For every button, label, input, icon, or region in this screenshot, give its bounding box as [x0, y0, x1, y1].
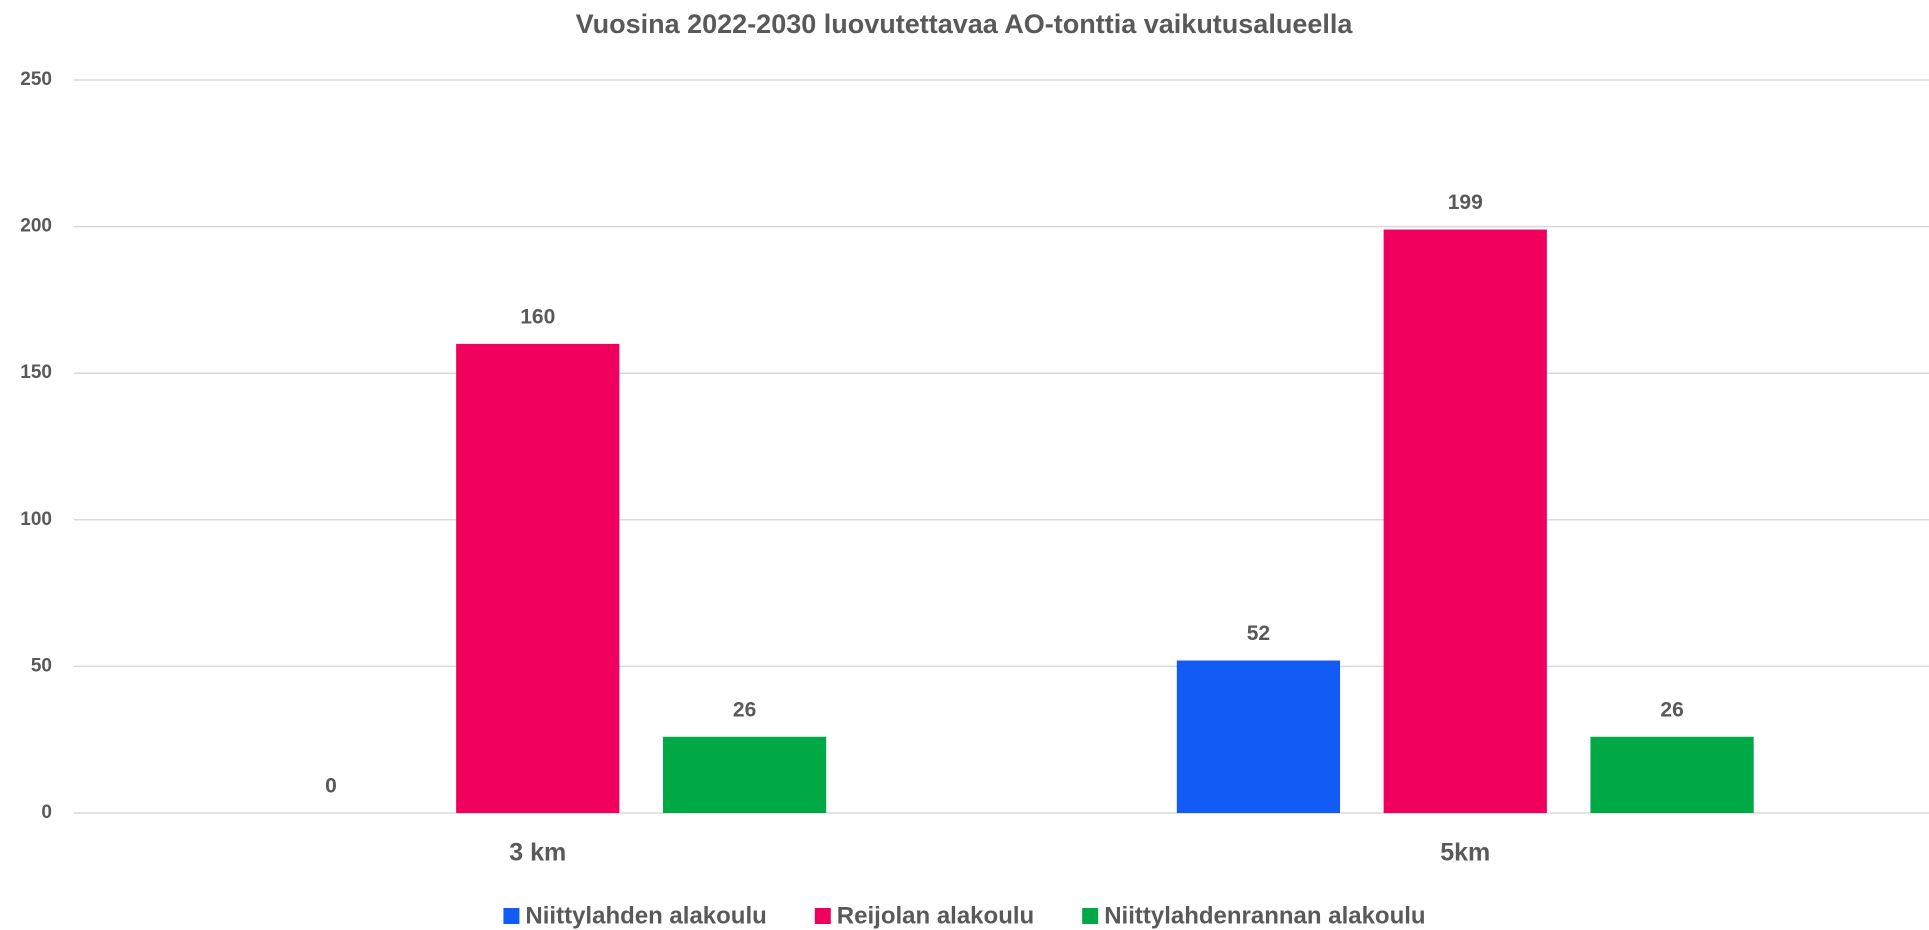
chart-title: Vuosina 2022-2030 luovutettavaa AO-tontt… — [576, 9, 1354, 39]
bar — [662, 736, 827, 813]
y-tick-label: 100 — [20, 509, 52, 530]
data-label: 52 — [1247, 622, 1270, 645]
x-tick-label: 5km — [1440, 839, 1490, 867]
legend-label: Niittylahden alakoulu — [525, 902, 766, 929]
data-label: 160 — [520, 305, 555, 328]
legend-label: Reijolan alakoulu — [837, 902, 1034, 929]
y-tick-label: 200 — [20, 216, 52, 237]
legend-swatch — [503, 908, 520, 924]
bar — [1176, 660, 1341, 813]
x-tick-label: 3 km — [509, 839, 566, 867]
legend-label: Niittylahdenrannan alakoulu — [1104, 902, 1425, 929]
data-label: 199 — [1448, 191, 1483, 214]
legend-swatch — [814, 908, 831, 924]
data-label: 26 — [1660, 698, 1683, 721]
y-tick-label: 50 — [31, 655, 52, 676]
bar — [1590, 736, 1754, 813]
data-label: 0 — [325, 775, 337, 798]
y-tick-label: 0 — [41, 802, 52, 823]
y-tick-label: 250 — [20, 69, 52, 90]
legend-swatch — [1082, 908, 1099, 924]
data-label: 26 — [733, 698, 756, 721]
bar — [456, 343, 620, 813]
bar — [1383, 229, 1547, 814]
y-tick-label: 150 — [20, 362, 52, 383]
